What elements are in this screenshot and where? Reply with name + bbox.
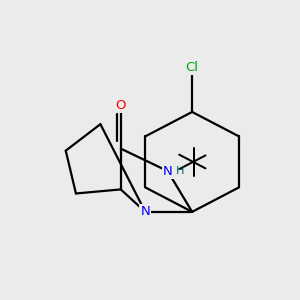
Text: N: N [163,165,172,178]
Text: H: H [176,166,184,176]
Text: Cl: Cl [186,61,199,74]
Text: N: N [140,205,150,218]
Text: O: O [116,99,126,112]
